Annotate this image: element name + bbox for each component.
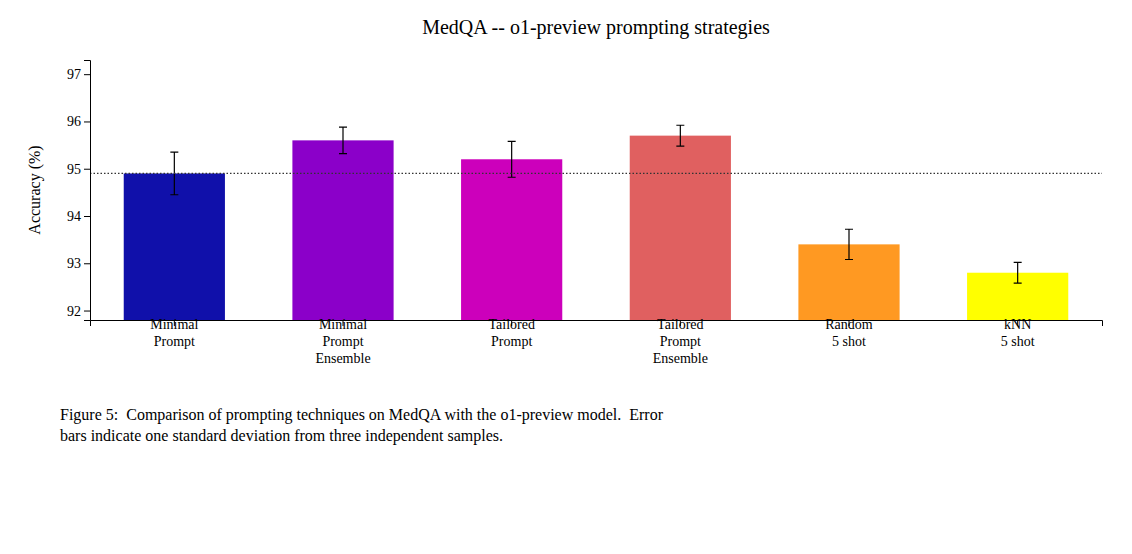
tick-mark [84, 169, 90, 170]
tick-mark [84, 311, 90, 312]
x-tick-label-line: Minimal [150, 317, 198, 332]
x-tick: Tailored Prompt Ensemble [653, 317, 708, 366]
y-tick: 92 [67, 304, 90, 319]
error-bar [845, 229, 853, 259]
axis-line [91, 321, 1103, 327]
y-tick-label: 96 [67, 114, 81, 129]
x-tick-label: Tailored Prompt Ensemble [653, 317, 708, 366]
axis-line [84, 61, 91, 321]
title: MedQA -- o1-preview prompting strategies [422, 16, 770, 39]
bar [292, 140, 393, 320]
x-tick-label-line: Prompt [491, 334, 532, 349]
x-tick-label-line: Prompt [154, 334, 195, 349]
x-tick-label-line: Tailored [657, 317, 703, 332]
y-tick-label: 97 [67, 67, 81, 82]
x-tick-label-line: Prompt [322, 334, 363, 349]
x-tick: Tailored Prompt [488, 317, 534, 349]
tick-mark [84, 121, 90, 122]
tick-mark [84, 263, 90, 264]
x-tick-label-line: Ensemble [315, 351, 370, 366]
y-axis-label: Accuracy (%) [26, 145, 44, 234]
caption-line: bars indicate one standard deviation fro… [60, 427, 503, 445]
x-tick: Random 5 shot [825, 317, 873, 349]
chart: MinimalPromptMinimalPromptEnsembleTailor… [0, 0, 1132, 554]
x-tick: Minimal Prompt [150, 317, 198, 349]
error-bar [1014, 262, 1022, 283]
error-bar [508, 141, 516, 177]
y-axis: 92 93 94 95 96 97 [67, 61, 91, 321]
y-tick: 95 [67, 162, 90, 177]
y-tick-label: 94 [67, 209, 81, 224]
reference-line [90, 173, 1102, 174]
error-bar [339, 127, 347, 153]
y-tick: 96 [67, 114, 90, 129]
y-tick-label: 93 [67, 256, 81, 271]
x-tick: kNN 5 shot [1001, 317, 1035, 349]
bar [461, 159, 562, 320]
x-tick-label-line: Random [825, 317, 873, 332]
y-tick: 97 [67, 67, 90, 82]
y-tick: 94 [67, 209, 90, 224]
bar [630, 136, 731, 320]
plot: MinimalPromptMinimalPromptEnsembleTailor… [67, 61, 1103, 554]
x-tick-label: Tailored Prompt [488, 317, 534, 349]
x-tick-label-line: Tailored [488, 317, 534, 332]
x-tick-label: kNN 5 shot [1001, 317, 1035, 349]
y-tick: 93 [67, 256, 90, 271]
x-tick-label-line: kNN [1004, 317, 1031, 332]
y-tick-label: 92 [67, 304, 81, 319]
x-tick-label-line: Ensemble [653, 351, 708, 366]
error-bar [676, 125, 684, 146]
x-tick-label-line: 5 shot [1001, 334, 1035, 349]
x-tick-label-line: Prompt [660, 334, 701, 349]
x-axis: MinimalPromptMinimalPromptEnsembleTailor… [91, 317, 1103, 366]
y-tick-label: 95 [67, 162, 81, 177]
tick-mark [84, 216, 90, 217]
tick-mark [84, 74, 90, 75]
x-tick-label: Minimal Prompt Ensemble [315, 317, 370, 366]
x-tick-label-line: Minimal [319, 317, 367, 332]
marks [90, 125, 1102, 320]
caption-line: Figure 5: Comparison of prompting techni… [60, 406, 664, 424]
bar [124, 173, 225, 320]
x-tick-label: Minimal Prompt [150, 317, 198, 349]
caption: Figure 5: Comparison of prompting techni… [60, 406, 664, 445]
x-tick: Minimal Prompt Ensemble [315, 317, 370, 366]
x-tick-label: Random 5 shot [825, 317, 873, 349]
x-tick-label-line: 5 shot [832, 334, 866, 349]
